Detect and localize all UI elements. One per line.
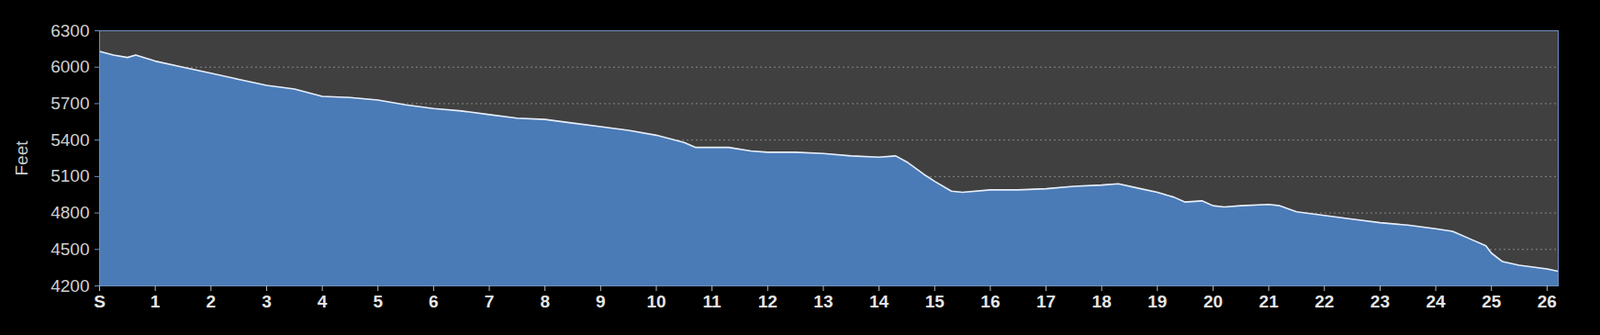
- svg-text:6: 6: [428, 291, 439, 312]
- svg-text:14: 14: [869, 291, 890, 312]
- svg-text:4800: 4800: [50, 202, 90, 223]
- svg-text:4: 4: [317, 291, 328, 312]
- svg-text:1: 1: [150, 291, 161, 312]
- svg-text:6300: 6300: [50, 21, 90, 41]
- svg-text:13: 13: [813, 291, 833, 312]
- svg-text:5: 5: [372, 291, 383, 312]
- svg-text:21: 21: [1259, 291, 1280, 312]
- svg-text:16: 16: [980, 291, 1000, 312]
- svg-text:11: 11: [703, 291, 723, 312]
- svg-text:6000: 6000: [50, 56, 90, 77]
- svg-text:Feet: Feet: [11, 140, 32, 177]
- svg-text:5700: 5700: [50, 93, 90, 113]
- svg-text:26: 26: [1537, 291, 1557, 312]
- svg-text:8: 8: [539, 291, 550, 312]
- svg-text:19: 19: [1147, 291, 1167, 312]
- svg-text:10: 10: [646, 291, 666, 312]
- svg-text:4500: 4500: [50, 239, 90, 259]
- svg-text:18: 18: [1092, 291, 1112, 312]
- svg-text:17: 17: [1036, 291, 1056, 312]
- svg-text:S: S: [93, 291, 106, 312]
- svg-text:24: 24: [1426, 291, 1447, 312]
- svg-text:5100: 5100: [50, 166, 90, 186]
- svg-text:22: 22: [1314, 291, 1334, 312]
- svg-text:20: 20: [1203, 291, 1223, 312]
- svg-text:4200: 4200: [50, 276, 90, 296]
- svg-text:15: 15: [925, 291, 946, 312]
- svg-text:9: 9: [595, 291, 606, 312]
- svg-text:2: 2: [206, 291, 217, 312]
- svg-text:23: 23: [1370, 291, 1390, 312]
- svg-text:3: 3: [261, 291, 272, 312]
- svg-text:12: 12: [758, 291, 778, 312]
- svg-text:7: 7: [484, 291, 495, 312]
- svg-text:5400: 5400: [50, 130, 90, 150]
- svg-text:25: 25: [1481, 291, 1502, 312]
